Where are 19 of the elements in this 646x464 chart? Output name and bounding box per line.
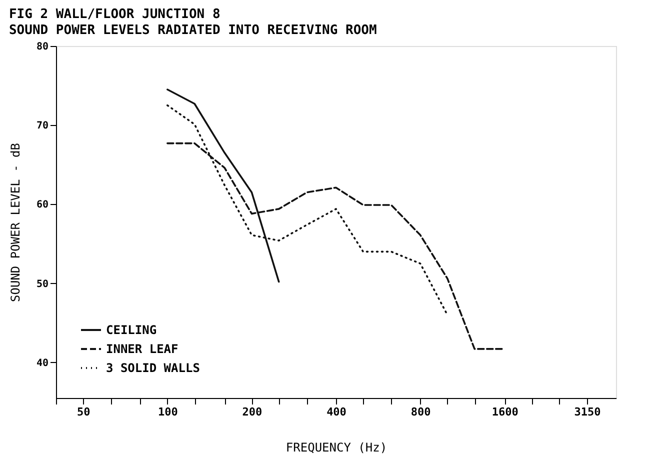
legend-label: INNER LEAF xyxy=(106,342,178,356)
y-tick-label: 60 xyxy=(36,200,48,211)
chart-title: FIG 2 WALL/FLOOR JUNCTION 8 xyxy=(8,7,220,22)
y-tick-label: 70 xyxy=(36,120,48,132)
legend-label: CEILING xyxy=(106,323,157,337)
y-tick-label: 40 xyxy=(36,358,48,369)
x-axis-title: FREQUENCY (Hz) xyxy=(286,440,388,454)
x-tick-label: 100 xyxy=(158,406,178,418)
y-tick-label: 80 xyxy=(36,42,48,52)
y-tick-label: 50 xyxy=(36,278,48,290)
x-tick-label: 3150 xyxy=(574,406,601,418)
x-tick-label: 400 xyxy=(326,406,346,418)
y-axis-title: SOUND POWER LEVEL - dB xyxy=(8,143,22,302)
x-tick-label: 800 xyxy=(410,406,431,418)
legend-label: 3 SOLID WALLS xyxy=(106,361,200,375)
x-tick-label: 1600 xyxy=(492,406,518,418)
x-tick-label: 50 xyxy=(77,406,90,418)
chart-subtitle: SOUND POWER LEVELS RADIATED INTO RECEIVING ROOM xyxy=(8,23,377,38)
x-tick-label: 200 xyxy=(242,406,262,418)
